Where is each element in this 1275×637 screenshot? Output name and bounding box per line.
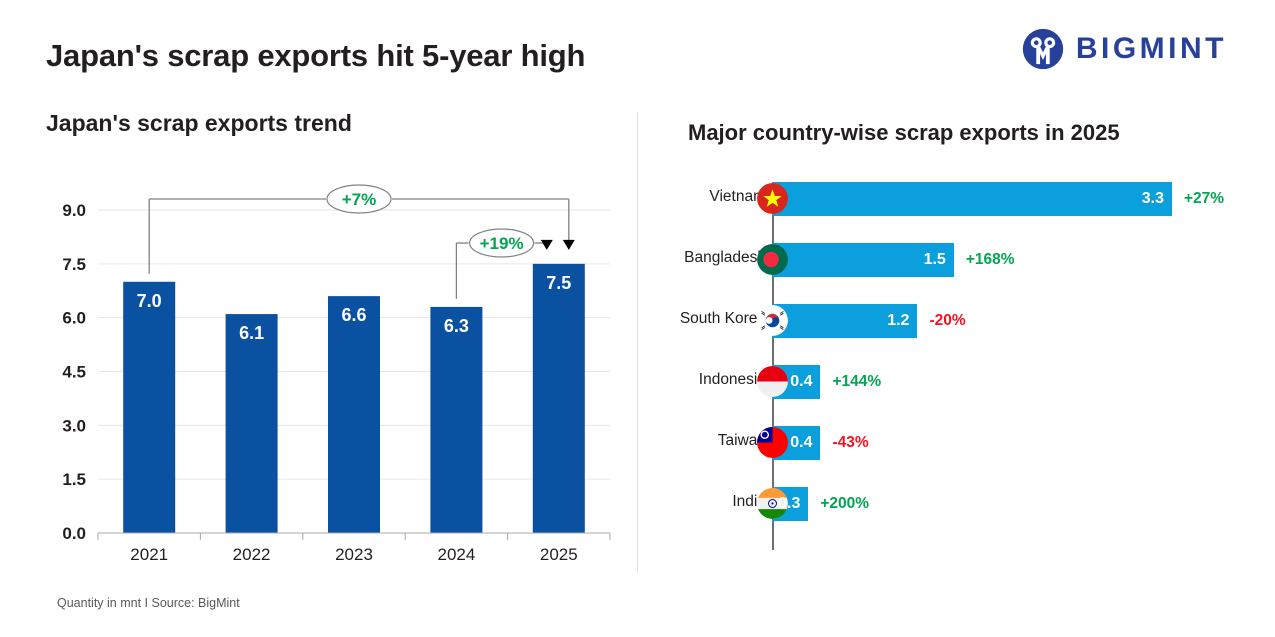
chart-value-labels: 7.0 6.1 6.6 6.3 7.5: [137, 273, 572, 343]
x-tick-label: 2021: [130, 545, 168, 564]
chart-bars: [123, 263, 585, 533]
country-change: +200%: [820, 495, 870, 512]
country-row: South Korea 1.2 -20%: [637, 297, 1275, 345]
y-tick-label: 7.5: [62, 255, 86, 274]
country-change: -20%: [929, 312, 966, 329]
trend-panel-title: Japan's scrap exports trend: [46, 110, 352, 136]
chart-x-axis-ticks: 2021 2022 2023 2024 2025: [130, 545, 577, 564]
country-value: 0.4: [790, 373, 813, 390]
y-tick-label: 6.0: [62, 309, 86, 328]
flag-bangladesh-icon: [757, 244, 788, 275]
trend-bar-value: 6.6: [341, 305, 366, 325]
country-bar: [772, 182, 1172, 216]
x-tick-label: 2025: [540, 545, 578, 564]
panel-divider: [637, 112, 638, 572]
country-value: 3.3: [1141, 190, 1164, 207]
trend-bar-value: 7.5: [546, 273, 571, 293]
japan-scrap-exports-trend-chart: 0.0 1.5 3.0 4.5 6.0 7.5 9.0 7.0 6.1 6.6 6.3 7.5 20…: [62, 184, 611, 564]
trend-bar: [532, 263, 585, 533]
flag-taiwan-icon: [757, 427, 788, 458]
flag-vietnam-icon: [757, 183, 788, 214]
annotation-bubble: [469, 228, 535, 258]
y-tick-label: 0.0: [62, 524, 86, 543]
trend-bar-value: 7.0: [137, 291, 162, 311]
chart-y-axis-ticks: 0.0 1.5 3.0 4.5 6.0 7.5 9.0: [62, 201, 86, 543]
country-value: 0.3: [778, 495, 801, 512]
country-change: +168%: [965, 251, 1015, 268]
country-value: 1.2: [887, 312, 910, 329]
y-tick-label: 9.0: [62, 201, 86, 220]
x-tick-label: 2024: [437, 545, 475, 564]
country-row: Indonesia 0.4 +144%: [637, 358, 1275, 406]
country-value: 0.4: [790, 434, 813, 451]
country-label: Indonesia: [698, 371, 766, 388]
bigmint-mark-icon: [1022, 28, 1064, 70]
annotation-label: +7%: [342, 190, 377, 209]
country-wise-scrap-exports-chart: Vietnam 3.3 +27% Bangladesh 1.5 +168% South Ko…: [637, 175, 1275, 565]
annotation-arrowhead: [562, 239, 575, 250]
country-label: South Korea: [679, 310, 766, 327]
country-change: -43%: [832, 434, 869, 451]
bigmint-wordmark: BIGMINT: [1075, 32, 1227, 65]
trend-footnote: Quantity in mnt I Source: BigMint: [57, 596, 240, 610]
y-tick-label: 1.5: [62, 470, 86, 489]
flag-indonesia-icon: [757, 366, 788, 397]
country-label: Bangladesh: [684, 249, 766, 266]
country-label: Vietnam: [709, 188, 766, 205]
annotation-arrowhead: [540, 239, 553, 250]
annotation-bubble: [326, 184, 392, 214]
country-row: Bangladesh 1.5 +168%: [637, 236, 1275, 284]
country-bar: [772, 243, 954, 277]
country-row: India 0.3 +200%: [637, 480, 1275, 528]
country-row: Vietnam 3.3 +27%: [637, 175, 1275, 223]
annotation-label: +19%: [480, 234, 524, 253]
country-panel-title: Major country-wise scrap exports in 2025: [688, 120, 1120, 145]
trend-bar: [123, 281, 176, 533]
country-label: Taiwan: [717, 432, 766, 449]
trend-bar-value: 6.3: [444, 316, 469, 336]
trend-bar: [328, 296, 380, 533]
x-tick-label: 2022: [233, 545, 271, 564]
trend-bar: [225, 314, 278, 533]
trend-panel: Japan's scrap exports trend 0.0 1.5 3.0 4.5…: [0, 0, 637, 637]
country-row: Taiwan 0.4 -43%: [637, 419, 1275, 467]
y-tick-label: 3.0: [62, 416, 86, 435]
trend-bar-value: 6.1: [239, 323, 264, 343]
y-tick-label: 4.5: [62, 363, 86, 382]
bigmint-logo: BIGMINT: [1022, 28, 1227, 70]
chart-annotations: +7% +19%: [148, 184, 575, 299]
x-tick-label: 2023: [335, 545, 373, 564]
country-change: +27%: [1184, 190, 1225, 207]
country-value: 1.5: [923, 251, 946, 268]
page-title: Japan's scrap exports hit 5-year high: [46, 38, 586, 73]
country-change: +144%: [832, 373, 882, 390]
trend-bar: [430, 306, 483, 533]
chart-x-axis: [97, 532, 611, 540]
flag-south-korea-icon: [757, 305, 788, 336]
country-panel: Major country-wise scrap exports in 2025…: [637, 0, 1275, 637]
country-bar: [772, 304, 918, 338]
flag-india-icon: [757, 488, 788, 519]
